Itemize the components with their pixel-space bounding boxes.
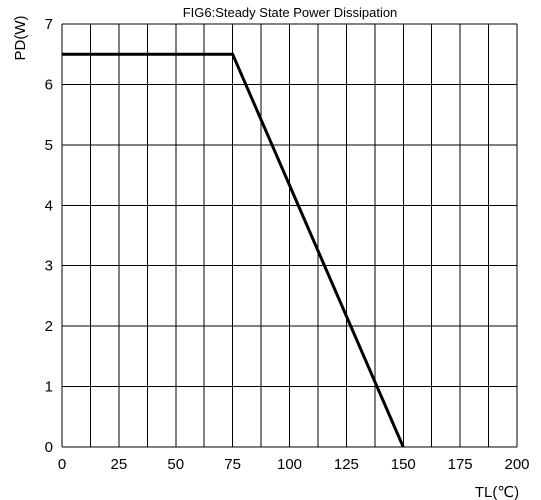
grid xyxy=(62,24,517,447)
y-tick-label: 6 xyxy=(45,76,53,93)
x-tick-label: 75 xyxy=(224,456,241,473)
x-tick-label: 0 xyxy=(58,456,66,473)
y-axis-label: PD(W) xyxy=(12,16,29,61)
x-tick-label: 200 xyxy=(504,456,529,473)
x-tick-label: 150 xyxy=(391,456,416,473)
x-tick-label: 50 xyxy=(167,456,184,473)
chart-title: FIG6:Steady State Power Dissipation xyxy=(183,5,398,20)
y-tick-label: 7 xyxy=(45,16,53,33)
y-tick-label: 1 xyxy=(45,379,53,396)
x-tick-label: 100 xyxy=(277,456,302,473)
y-tick-label: 4 xyxy=(45,197,53,214)
x-axis-label: TL(℃) xyxy=(475,484,519,500)
y-tick-label: 3 xyxy=(45,258,53,275)
x-tick-label: 125 xyxy=(334,456,359,473)
y-tick-label: 5 xyxy=(45,137,53,154)
x-tick-label: 25 xyxy=(111,456,128,473)
x-tick-label: 175 xyxy=(448,456,473,473)
y-tick-label: 0 xyxy=(45,439,53,456)
y-tick-label: 2 xyxy=(45,318,53,335)
